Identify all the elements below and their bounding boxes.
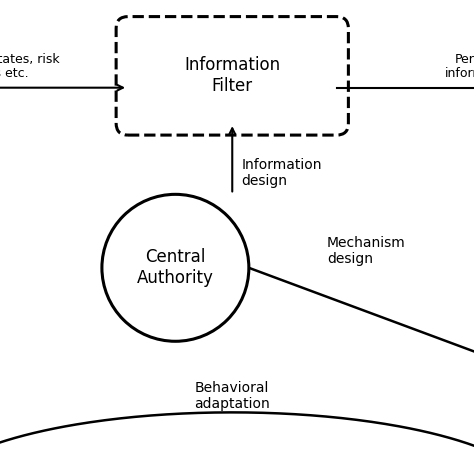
Text: Information
Filter: Information Filter xyxy=(184,56,280,95)
Text: Information
design: Information design xyxy=(242,158,322,188)
Text: states, risk: states, risk xyxy=(0,53,59,66)
Text: informa: informa xyxy=(445,67,474,80)
Circle shape xyxy=(102,194,249,341)
Text: Percei: Percei xyxy=(455,53,474,66)
Text: Central
Authority: Central Authority xyxy=(137,248,214,287)
Text: ls etc.: ls etc. xyxy=(0,67,28,80)
Text: Behavioral
adaptation: Behavioral adaptation xyxy=(194,381,270,411)
Text: Mechanism
design: Mechanism design xyxy=(327,236,406,266)
FancyBboxPatch shape xyxy=(116,17,348,135)
